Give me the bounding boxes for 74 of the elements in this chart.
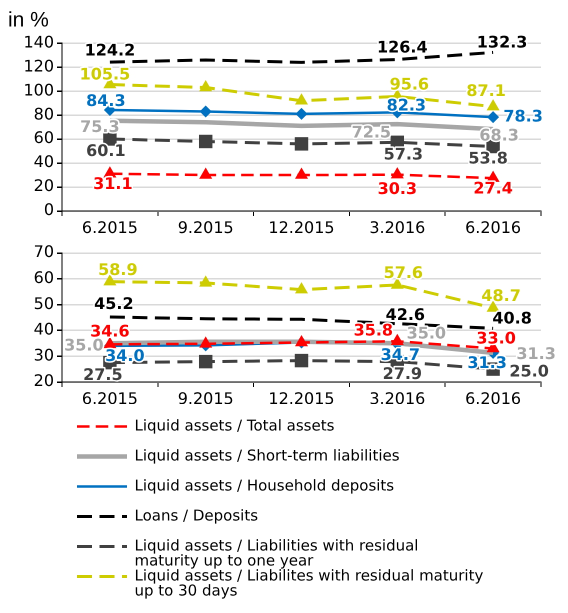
data-label: 31.3 — [516, 344, 556, 363]
x-tick-label: 9.2015 — [178, 218, 234, 237]
data-label: 124.2 — [84, 40, 136, 60]
x-tick-label: 6.2015 — [82, 388, 138, 408]
y-tick-label: 40 — [34, 152, 54, 172]
data-label: 57.6 — [384, 263, 424, 282]
point — [198, 134, 212, 148]
point — [294, 354, 308, 368]
x-tick-label: 6.2015 — [82, 218, 138, 237]
data-label: 60.1 — [86, 141, 126, 160]
point — [103, 336, 116, 348]
y-tick-label: 70 — [34, 242, 54, 262]
data-label: 27.4 — [473, 178, 513, 198]
x-tick-label: 9.2015 — [178, 388, 234, 408]
data-label: 48.7 — [481, 286, 521, 306]
y-tick-label: 60 — [34, 128, 54, 148]
data-label: 78.3 — [503, 106, 543, 126]
data-label: 58.9 — [98, 260, 138, 279]
x-tick-label: 3.2016 — [369, 388, 426, 408]
y-tick-label: 100 — [23, 80, 54, 100]
point — [295, 168, 308, 179]
data-label: 27.9 — [382, 364, 422, 383]
data-label: 126.4 — [376, 38, 428, 57]
point — [296, 108, 308, 120]
data-label: 27.5 — [83, 364, 123, 384]
y-tick-label: 0 — [44, 200, 54, 220]
data-label: 132.3 — [476, 32, 528, 52]
data-label: 33.0 — [476, 328, 516, 348]
point — [199, 336, 212, 348]
data-label: 45.2 — [94, 294, 134, 314]
point — [295, 335, 308, 346]
data-label: 40.8 — [492, 308, 532, 328]
point — [199, 275, 212, 287]
data-label: 53.8 — [468, 148, 508, 168]
data-label: 35.0 — [406, 323, 446, 342]
y-tick-label: 120 — [23, 56, 54, 76]
y-tick-label: 20 — [34, 371, 54, 390]
y-tick-label: 140 — [23, 32, 54, 52]
data-label: 34.0 — [105, 346, 145, 366]
legend-label: Liquid assets / Total assets — [134, 416, 335, 434]
point — [487, 111, 500, 124]
point — [390, 167, 404, 178]
y-tick-label: 50 — [34, 294, 54, 313]
y-tick-label: 20 — [34, 176, 54, 196]
data-label: 105.5 — [80, 64, 130, 84]
x-tick-label: 12.2015 — [268, 388, 335, 408]
data-label: 95.6 — [390, 74, 430, 94]
x-tick-label: 6.2016 — [465, 218, 522, 237]
point — [198, 354, 212, 368]
x-tick-label: 3.2016 — [369, 218, 426, 237]
point — [390, 334, 404, 345]
y-tick-label: 80 — [34, 104, 54, 124]
x-tick-label: 12.2015 — [268, 218, 335, 237]
x-tick-label: 6.2016 — [465, 388, 522, 408]
y-tick-label: 30 — [34, 345, 54, 364]
data-label: 30.3 — [378, 178, 418, 198]
y-tick-label: 60 — [34, 268, 54, 287]
legend-label: Liquid assets / Liabilities with residual maturity up to one year — [134, 536, 418, 570]
point — [199, 168, 212, 179]
data-label: 87.1 — [466, 80, 506, 100]
legend-label: Liquid assets / Household deposits — [134, 476, 394, 494]
legend-label: Liquid assets / Short-term liabilities — [134, 446, 400, 464]
data-label: 31.1 — [93, 174, 133, 193]
data-label: 84.3 — [86, 91, 126, 110]
point — [294, 137, 308, 151]
point — [295, 282, 308, 294]
y-tick-label: 40 — [34, 320, 54, 339]
data-label: 25.0 — [509, 361, 549, 380]
data-label: 68.3 — [479, 125, 519, 144]
data-label: 34.7 — [380, 345, 420, 364]
y-axis-title: in % — [8, 8, 49, 32]
point — [200, 106, 212, 118]
data-label: 82.3 — [386, 96, 426, 115]
legend-label: Loans / Deposits — [134, 506, 258, 524]
